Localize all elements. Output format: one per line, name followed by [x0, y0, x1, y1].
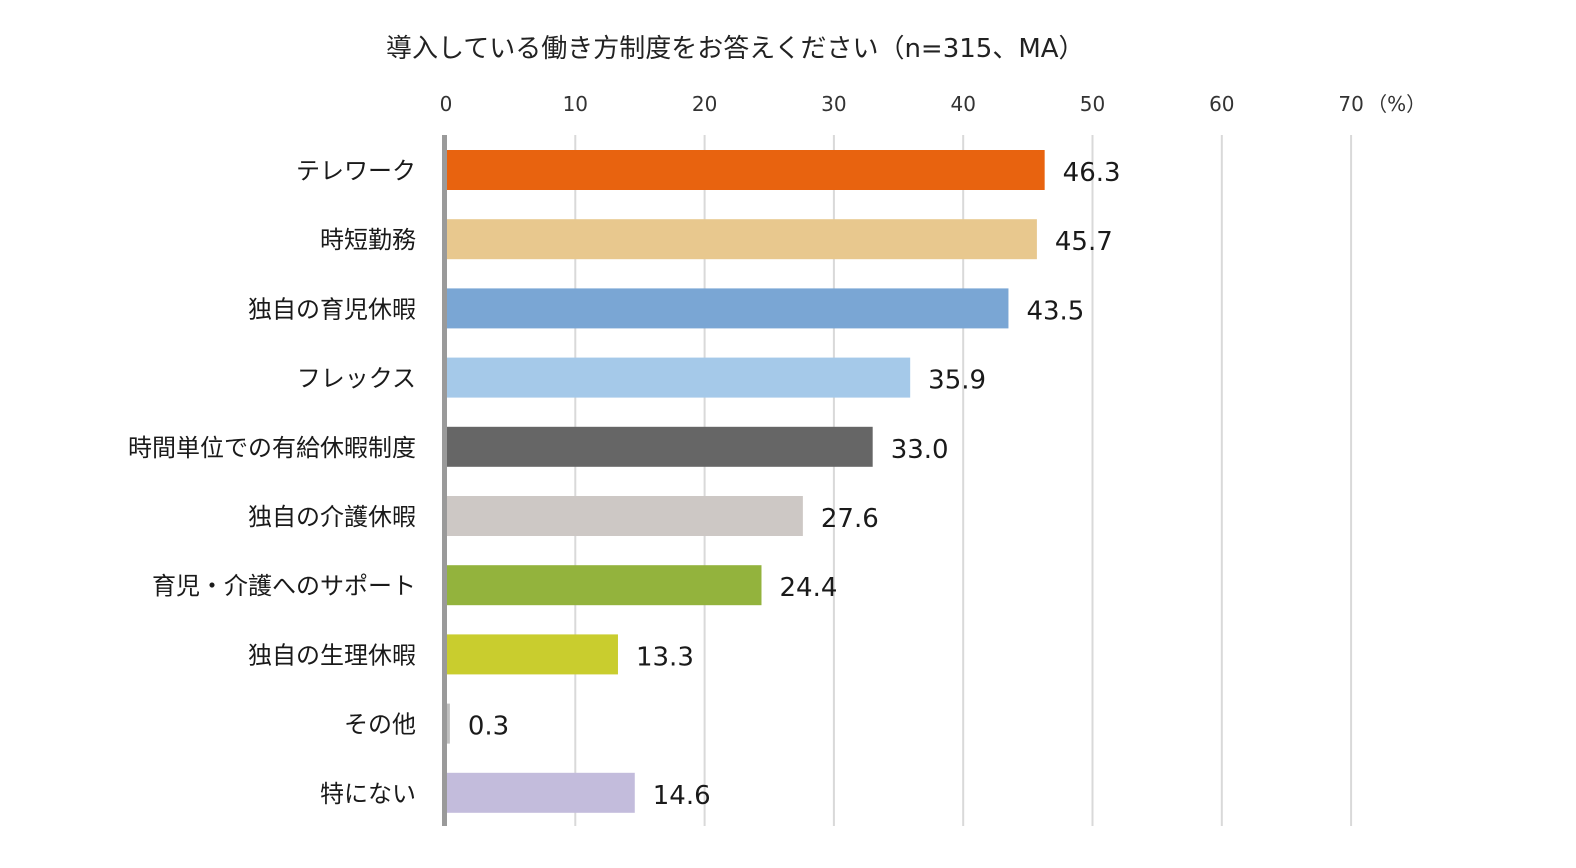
bar-8: [446, 703, 450, 744]
value-label: 24.4: [779, 573, 837, 603]
bars: [446, 150, 1045, 813]
x-tick-label: 10: [563, 92, 588, 116]
category-label: 独自の生理休暇: [248, 641, 416, 669]
category-label: 育児・介護へのサポート: [152, 572, 416, 600]
x-tick-label: 60: [1209, 92, 1234, 116]
value-label: 46.3: [1063, 158, 1121, 188]
x-tick-label: 20: [692, 92, 717, 116]
bar-2: [446, 288, 1009, 329]
value-label: 43.5: [1026, 296, 1084, 326]
category-label: テレワーク: [296, 157, 416, 185]
chart-title: 導入している働き方制度をお答えください（n=315、MA）: [386, 34, 1085, 64]
value-label: 13.3: [636, 642, 694, 672]
bar-1: [446, 219, 1037, 260]
value-labels: 46.3 45.7 43.5 35.9 33.0 27.6 24.4 13.3 0.3 14.6: [468, 158, 1121, 811]
value-label: 14.6: [653, 781, 711, 811]
bar-3: [446, 357, 911, 398]
category-label: その他: [344, 711, 416, 739]
bar-4: [446, 426, 873, 467]
category-label: 独自の育児休暇: [248, 295, 416, 323]
value-label: 35.9: [928, 366, 986, 396]
value-label: 27.6: [821, 504, 879, 534]
category-label: 時間単位での有給休暇制度: [128, 434, 416, 462]
x-tick-label: 50: [1080, 92, 1105, 116]
value-label: 45.7: [1055, 227, 1113, 257]
bar-0: [446, 150, 1045, 190]
value-label: 0.3: [468, 712, 509, 742]
x-axis-ticks: 0 10 20 30 40 50 60 70: [440, 92, 1364, 116]
category-label: 独自の介護休暇: [248, 503, 416, 531]
category-label: 時短勤務: [320, 226, 416, 254]
bar-9: [446, 772, 635, 813]
category-label: 特にない: [320, 780, 416, 808]
x-tick-label: 70: [1338, 92, 1363, 116]
x-tick-label: 0: [440, 92, 453, 116]
x-tick-label: 40: [950, 92, 975, 116]
bar-5: [446, 496, 803, 536]
bar-7: [446, 634, 618, 675]
category-labels: テレワーク時短勤務独自の育児休暇フレックス時間単位での有給休暇制度独自の介護休暇…: [128, 157, 416, 808]
x-tick-label: 30: [821, 92, 846, 116]
value-label: 33.0: [891, 435, 949, 465]
y-axis-line: [442, 135, 447, 826]
bar-6: [446, 565, 762, 606]
category-label: フレックス: [297, 365, 416, 393]
unit-label: （%）: [1367, 92, 1426, 116]
